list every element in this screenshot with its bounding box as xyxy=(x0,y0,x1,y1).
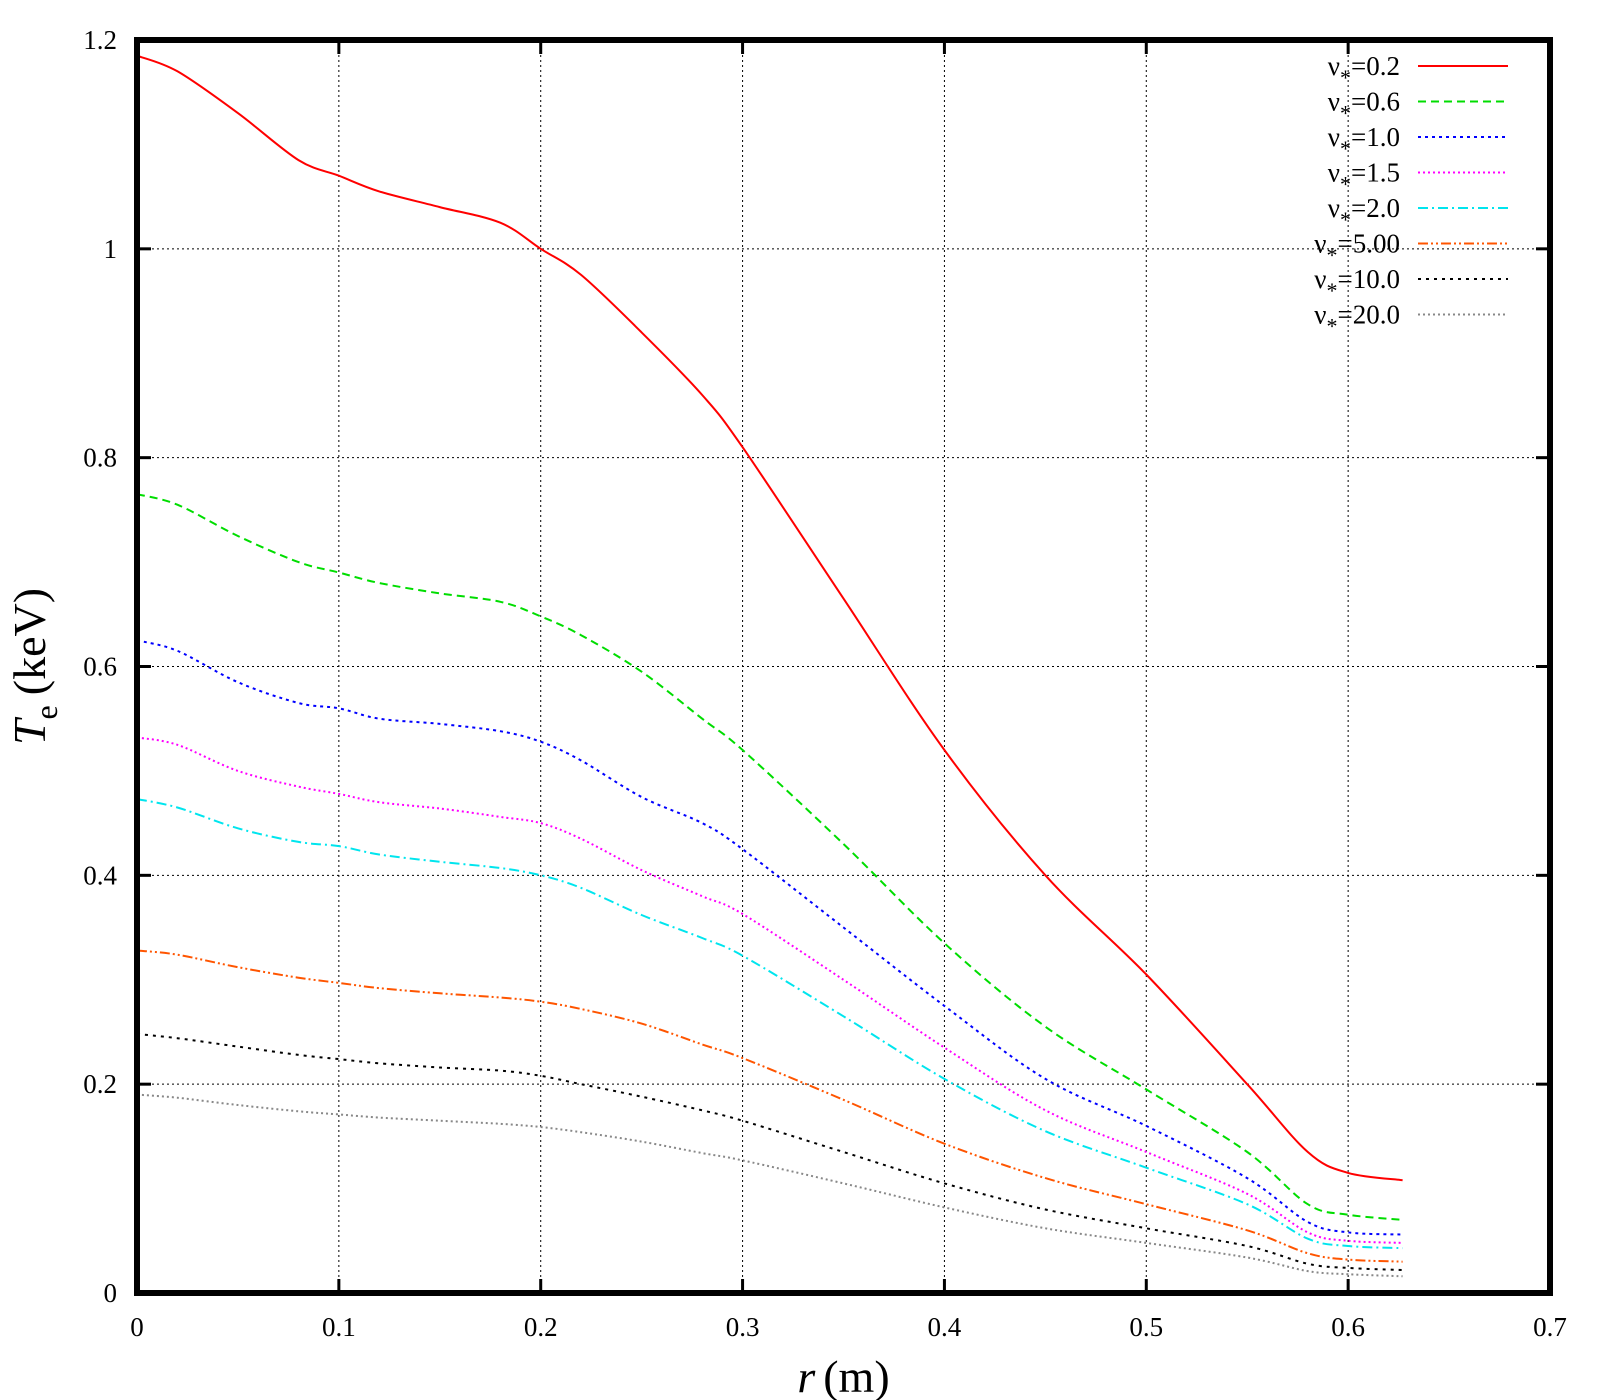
series-line-8 xyxy=(136,1093,1403,1278)
x-tick-label: 0.6 xyxy=(1331,1312,1365,1342)
legend-label: ν*=2.0 xyxy=(1328,193,1400,232)
grid-lines xyxy=(137,40,1550,1293)
legend-item: ν*=20.0 xyxy=(1314,300,1508,339)
series-line-4 xyxy=(136,736,1403,1244)
series-line-1 xyxy=(136,54,1403,1182)
legend: ν*=0.2ν*=0.6ν*=1.0ν*=1.5ν*=2.0ν*=5.00ν*=… xyxy=(1314,51,1508,339)
y-axis-subscript: e xyxy=(28,705,64,719)
legend-label: ν*=1.0 xyxy=(1328,122,1400,161)
y-tick-label: 1.2 xyxy=(83,25,117,55)
x-axis-title: r (m) xyxy=(797,1351,889,1400)
x-tick-label: 0.1 xyxy=(322,1312,356,1342)
y-tick-label: 0.4 xyxy=(83,860,117,890)
series-line-5 xyxy=(136,798,1403,1250)
x-tick-label: 0.3 xyxy=(726,1312,760,1342)
y-tick-label: 0.2 xyxy=(83,1069,117,1099)
legend-label: ν*=5.00 xyxy=(1314,229,1400,268)
tick-marks xyxy=(135,38,1552,1295)
y-axis-title: Te (keV) xyxy=(4,588,64,745)
x-tick-label: 0.7 xyxy=(1533,1312,1567,1342)
series-line-3 xyxy=(136,639,1403,1236)
y-tick-label: 0.6 xyxy=(83,652,117,682)
legend-item: ν*=10.0 xyxy=(1314,264,1508,303)
y-tick-label: 0 xyxy=(104,1278,118,1308)
x-axis-symbol: r xyxy=(797,1351,816,1400)
y-tick-labels: 0 0.2 0.4 0.6 0.8 1 1.2 xyxy=(83,25,117,1308)
y-tick-label: 1 xyxy=(104,234,118,264)
legend-item: ν*=0.2 xyxy=(1328,51,1508,90)
legend-label: ν*=1.5 xyxy=(1328,158,1400,197)
legend-label: ν*=0.2 xyxy=(1328,51,1400,90)
legend-item: ν*=1.0 xyxy=(1328,122,1508,161)
series-line-6 xyxy=(136,949,1403,1263)
legend-label: ν*=10.0 xyxy=(1314,264,1400,303)
legend-item: ν*=1.5 xyxy=(1328,158,1508,197)
x-tick-label: 0.5 xyxy=(1129,1312,1163,1342)
y-tick-label: 0.8 xyxy=(83,443,117,473)
y-axis-unit: (keV) xyxy=(4,588,55,695)
legend-label: ν*=20.0 xyxy=(1314,300,1400,339)
legend-item: ν*=5.00 xyxy=(1314,229,1508,268)
x-tick-labels: 0 0.1 0.2 0.3 0.4 0.5 0.6 0.7 xyxy=(130,1312,1567,1342)
series-line-2 xyxy=(136,493,1403,1221)
series-line-7 xyxy=(136,1033,1403,1271)
x-axis-unit: (m) xyxy=(823,1351,889,1400)
legend-label: ν*=0.6 xyxy=(1328,87,1400,126)
x-tick-label: 0 xyxy=(130,1312,144,1342)
legend-item: ν*=0.6 xyxy=(1328,87,1508,126)
x-tick-label: 0.4 xyxy=(928,1312,962,1342)
legend-item: ν*=2.0 xyxy=(1328,193,1508,232)
series-layer xyxy=(136,54,1403,1278)
y-axis-symbol: T xyxy=(4,716,55,745)
x-tick-label: 0.2 xyxy=(524,1312,558,1342)
